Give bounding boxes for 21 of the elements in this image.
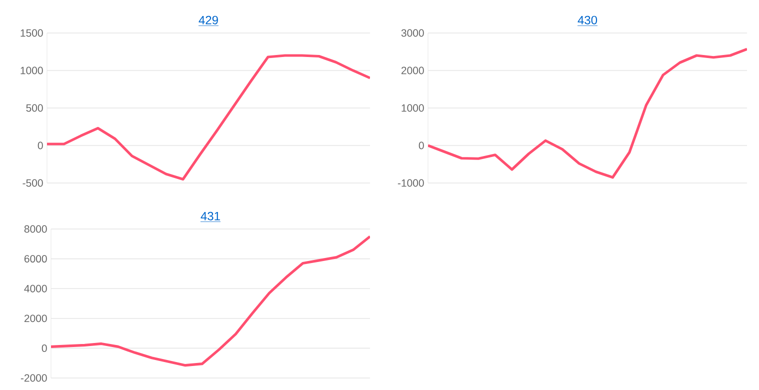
y-tick-label: -500 bbox=[22, 179, 43, 187]
y-tick-label: 3000 bbox=[401, 29, 424, 37]
y-tick-label: 2000 bbox=[401, 66, 424, 74]
chart-title: 430 bbox=[578, 16, 598, 24]
y-tick-label: 8000 bbox=[24, 225, 47, 233]
y-tick-label: -2000 bbox=[20, 374, 47, 382]
y-tick-label: -1000 bbox=[398, 179, 424, 187]
y-tick-label: 0 bbox=[418, 142, 424, 150]
y-tick-label: 0 bbox=[42, 344, 47, 352]
y-tick-label: 1000 bbox=[402, 104, 424, 112]
chart-title: 429 bbox=[198, 16, 218, 24]
line-series bbox=[51, 235, 370, 367]
y-tick-label: 6000 bbox=[24, 255, 47, 263]
y-tick-label: 4000 bbox=[24, 284, 47, 292]
y-tick-label: 0 bbox=[38, 142, 43, 150]
y-tick-label: 1500 bbox=[20, 29, 43, 37]
y-tick-label: 500 bbox=[26, 104, 43, 112]
y-tick-label: 2000 bbox=[24, 314, 47, 322]
line-series bbox=[428, 48, 748, 179]
chart-title: 431 bbox=[200, 212, 220, 220]
y-tick-label: 1000 bbox=[20, 66, 43, 74]
